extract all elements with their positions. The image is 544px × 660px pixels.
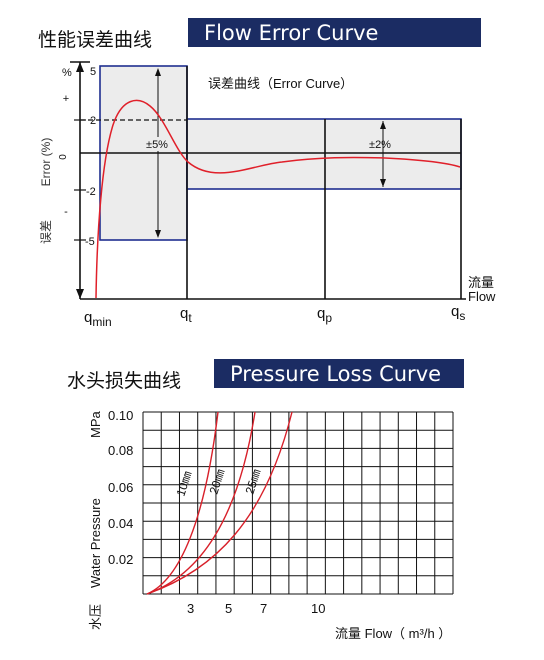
y-tick-0.04: 0.04 <box>108 516 133 531</box>
y-axis-title-en: Water Pressure <box>88 498 103 588</box>
x-tick-qt: qt <box>180 305 192 325</box>
y-sign-plus: + <box>63 93 69 105</box>
curve-25mm <box>146 411 293 595</box>
x-axis-title-en: Flow <box>468 289 496 304</box>
y-tick-0.06: 0.06 <box>108 480 133 495</box>
flow-error-title-cn: 性能误差曲线 <box>38 30 153 51</box>
y-sign-minus: - <box>64 206 68 218</box>
tol-high-arrow-head-down <box>380 179 386 187</box>
pressure-grid <box>142 411 454 595</box>
y-tick-5: 5 <box>90 66 96 78</box>
pressure-loss-title-en: Pressure Loss Curve <box>230 361 442 386</box>
curve-label-20mm: 20㎜ <box>207 467 228 495</box>
error-curve <box>95 99 461 299</box>
y-tick-minus-5: -5 <box>85 236 95 248</box>
y-unit-label: % <box>62 67 72 79</box>
curve-label-25mm: 25㎜ <box>243 467 264 495</box>
x-tick-3: 3 <box>187 601 194 616</box>
y-tick-minus-2: -2 <box>86 186 96 198</box>
y-axis-title-cn: 误差 <box>39 220 53 244</box>
curve-20mm <box>146 411 256 595</box>
x-axis-title-cn: 流量 <box>468 275 494 290</box>
curve-10mm <box>146 411 219 595</box>
y-axis-title-cn: 水压 <box>88 604 103 630</box>
y-tick-0.10: 0.10 <box>108 408 133 423</box>
x-tick-qp: qp <box>317 305 332 325</box>
tol-low-arrow-head-up <box>155 68 161 76</box>
y-tick-2: 2 <box>90 115 96 127</box>
pressure-loss-banner: Pressure Loss Curve <box>214 359 464 388</box>
tol-high-label: ±2% <box>369 139 391 151</box>
y-axis-arrow-up <box>76 62 84 72</box>
y-axis-title-en: Error (%) <box>39 138 53 187</box>
x-tick-qs: qs <box>451 303 465 323</box>
y-axis-arrow-down <box>76 289 84 299</box>
tol-low-label-bg <box>140 137 174 151</box>
flow-error-chart: ±5% ±2% 误差曲线（Error Curve） % 5 2 -2 -5 + … <box>39 61 496 329</box>
x-axis-title: 流量 Flow（ m³/h ） <box>335 626 451 641</box>
y-tick-0.08: 0.08 <box>108 443 133 458</box>
pressure-loss-title-cn: 水头损失曲线 <box>67 371 182 392</box>
flow-error-banner: Flow Error Curve <box>188 18 481 47</box>
tol-low-arrow-head-down <box>155 230 161 238</box>
y-sign-zero: 0 <box>58 154 69 160</box>
y-unit-mpa: MPa <box>88 411 103 439</box>
curve-label-10mm: 10㎜ <box>174 469 195 497</box>
x-tick-7: 7 <box>260 601 267 616</box>
x-tick-qmin: qmin <box>84 309 112 329</box>
pressure-loss-chart: 10㎜ 20㎜ 25㎜ 0.10 0.08 0.06 0.04 0.02 MPa… <box>88 408 454 641</box>
error-curve-label: 误差曲线（Error Curve） <box>208 76 353 91</box>
y-tick-0.02: 0.02 <box>108 552 133 567</box>
tol-low-label: ±5% <box>146 139 168 151</box>
x-tick-10: 10 <box>311 601 325 616</box>
tol-high-arrow-head-up <box>380 121 386 129</box>
x-tick-5: 5 <box>225 601 232 616</box>
flow-error-title-en: Flow Error Curve <box>204 20 379 45</box>
high-flow-tolerance-band <box>186 118 462 190</box>
